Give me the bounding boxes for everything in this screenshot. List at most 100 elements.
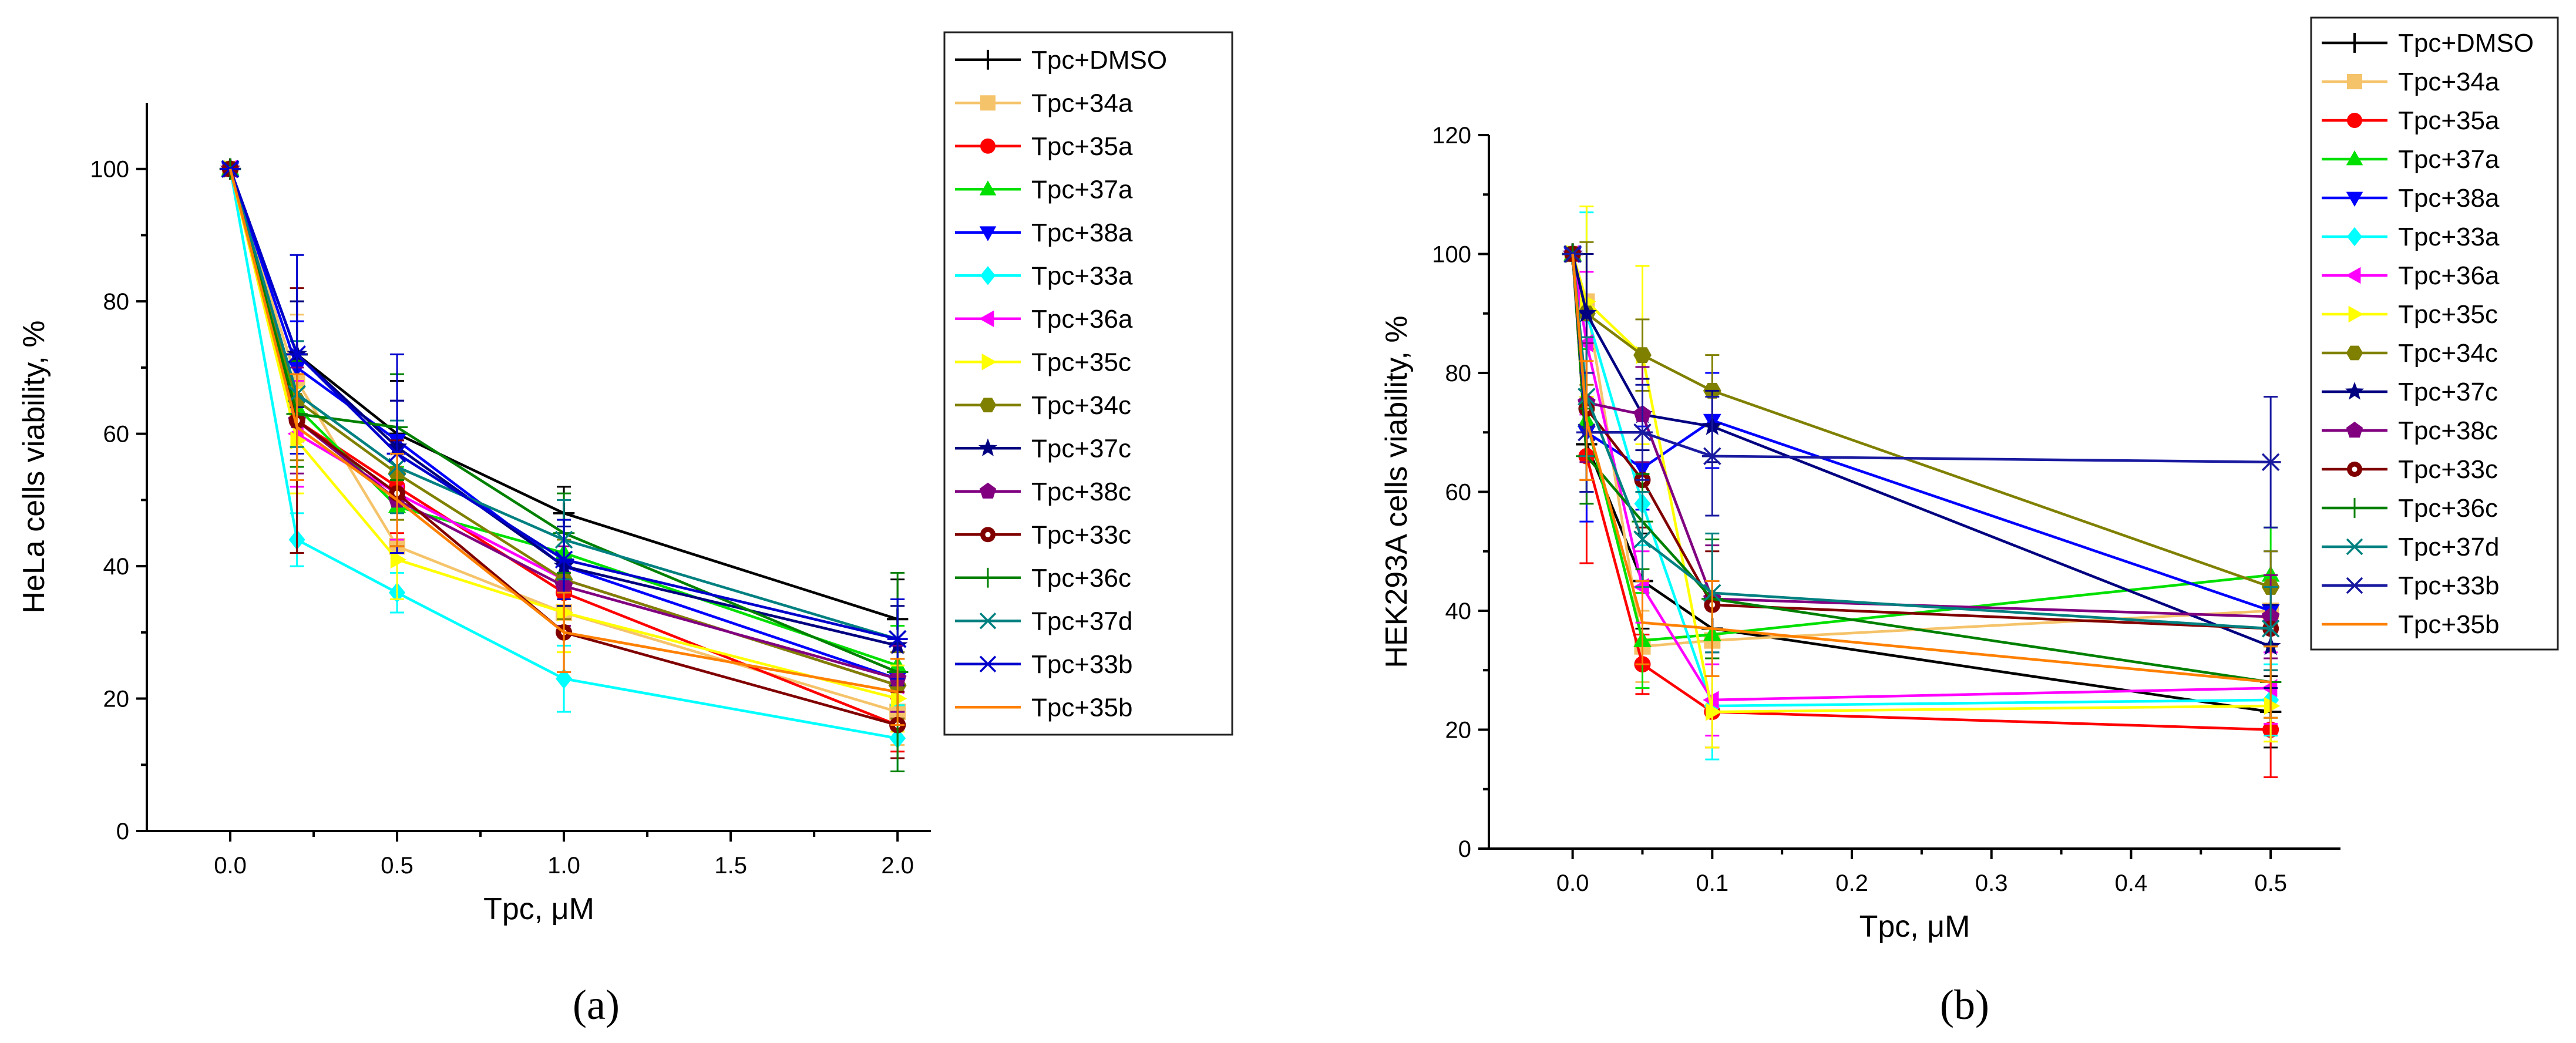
legend-marker <box>2346 345 2363 361</box>
legend-marker <box>2346 538 2363 556</box>
legend-label: Tpc+35b <box>2398 610 2499 639</box>
series-Tpc+33a <box>1564 211 2279 761</box>
legend-item: Tpc+35c <box>955 348 1131 376</box>
legend-item: Tpc+38a <box>955 218 1133 247</box>
legend-item: Tpc+35b <box>2322 610 2499 639</box>
series-line <box>1571 254 2271 464</box>
legend-label: Tpc+37d <box>2398 533 2499 561</box>
legend-item: Tpc+35a <box>2322 106 2500 135</box>
y-tick-label: 20 <box>103 687 130 712</box>
data-point <box>1706 702 1722 721</box>
series-group <box>1562 206 2282 778</box>
legend-label: Tpc+37c <box>2398 378 2498 406</box>
series-Tpc+34c <box>1563 241 2280 624</box>
x-tick-label: 1.5 <box>714 853 747 879</box>
legend-item: Tpc+37a <box>2322 145 2500 174</box>
y-tick-label: 100 <box>1432 242 1471 268</box>
data-point <box>1701 447 1723 465</box>
y-tick-label: 100 <box>90 157 129 183</box>
y-tick-label: 40 <box>1445 598 1472 624</box>
legend-item: Tpc+33a <box>955 261 1133 290</box>
legend-marker <box>2347 227 2362 247</box>
y-axis-title: HEK293A cells viability, % <box>1380 315 1414 668</box>
series-Tpc+34a <box>1564 206 2279 683</box>
legend-item: Tpc+36c <box>2322 494 2498 523</box>
legend-item: Tpc+35c <box>2322 300 2498 329</box>
legend-marker <box>2347 113 2362 128</box>
legend-label: Tpc+38c <box>1031 477 1131 506</box>
legend-item: Tpc+33c <box>2322 455 2498 484</box>
series-Tpc+38c <box>1563 244 2280 660</box>
y-tick-label: 60 <box>103 422 130 448</box>
series-Tpc+35b <box>1571 254 2278 719</box>
legend-item: Tpc+DMSO <box>955 46 1167 75</box>
legend-marker <box>979 226 997 241</box>
legend-label: Tpc+35b <box>1031 693 1132 722</box>
legend-item: Tpc+33b <box>2322 571 2499 600</box>
legend-label: Tpc+34a <box>2398 68 2500 96</box>
data-point <box>290 431 307 450</box>
legend-marker <box>978 567 998 588</box>
legend-item: Tpc+34c <box>955 391 1131 420</box>
legend-label: Tpc+34c <box>2398 339 2498 368</box>
x-tick-label: 0.5 <box>2254 870 2287 896</box>
legend-label: Tpc+35c <box>2398 300 2498 329</box>
legend-marker <box>2346 422 2363 438</box>
x-tick-label: 0.0 <box>214 853 247 879</box>
legend-marker <box>981 353 997 371</box>
x-tick-label: 0.1 <box>1696 870 1729 896</box>
legend: Tpc+DMSO Tpc+34a Tpc+35a Tpc+37a Tpc+38a Tpc+… <box>943 31 1233 736</box>
legend-label: Tpc+38a <box>1031 218 1133 247</box>
legend-label: Tpc+35a <box>1031 132 1133 161</box>
series-line <box>1571 253 2271 648</box>
legend-label: Tpc+38c <box>2398 416 2498 445</box>
x-axis-title: Tpc, μM <box>483 892 594 926</box>
series-Tpc+36c <box>1562 243 2282 719</box>
x-tick-label: 0.3 <box>1975 870 2008 896</box>
x-tick-label: 0.5 <box>381 853 413 879</box>
series-line <box>1571 254 2271 630</box>
legend-marker <box>2347 74 2362 89</box>
series-line <box>1571 253 2271 648</box>
panel-a-chart: 0.0 0.5 1.0 1.5 2.0 0 20 40 60 80 100 Tpc, μM HeLa c… <box>17 31 1233 1028</box>
legend: Tpc+DMSO Tpc+34a Tpc+35a Tpc+37a Tpc+38a Tpc+… <box>2310 16 2559 651</box>
data-point <box>287 345 308 364</box>
data-point <box>887 630 908 648</box>
legend-item: Tpc+37c <box>955 434 1131 463</box>
legend-label: Tpc+36a <box>2398 261 2500 290</box>
panel-b-chart: 0.0 0.1 0.2 0.3 0.4 0.5 0 20 40 60 80 100 120 Tpc, μM… <box>1380 16 2559 1028</box>
legend-item: Tpc+37c <box>2322 378 2498 406</box>
legend-item: Tpc+38a <box>2322 184 2500 213</box>
legend-label: Tpc+33a <box>2398 223 2500 251</box>
legend-item: Tpc+33a <box>2322 223 2500 251</box>
legend-item: Tpc+36a <box>2322 261 2500 290</box>
legend-marker <box>2345 498 2365 518</box>
legend-marker <box>2345 577 2365 594</box>
y-tick-label: 80 <box>103 289 130 315</box>
legend-label: Tpc+36a <box>1031 305 1133 334</box>
legend-marker <box>980 138 996 154</box>
series-group <box>219 158 909 773</box>
legend-label: Tpc+33b <box>1031 650 1132 679</box>
legend-label: Tpc+37a <box>1031 175 1133 204</box>
legend-item: Tpc+34a <box>955 89 1133 117</box>
series-line <box>1571 254 2271 684</box>
legend-item: Tpc+35a <box>955 132 1133 161</box>
legend-label: Tpc+33c <box>1031 520 1131 549</box>
series-line <box>228 169 898 694</box>
legend-marker <box>2346 191 2363 207</box>
series-Tpc+35b <box>228 169 905 726</box>
data-point <box>1633 347 1652 363</box>
legend-item: Tpc+34a <box>2322 68 2500 96</box>
legend-marker <box>978 655 998 672</box>
legend-label: Tpc+DMSO <box>1031 46 1167 75</box>
y-tick-label: 0 <box>1458 836 1471 862</box>
legend-item: Tpc+35b <box>955 693 1132 722</box>
x-tick-label: 0.4 <box>2115 870 2148 896</box>
legend-label: Tpc+35c <box>1031 348 1131 376</box>
legend-item: Tpc+37d <box>955 607 1132 635</box>
legend-item: Tpc+38c <box>955 477 1131 506</box>
y-tick-label: 80 <box>1445 361 1472 386</box>
data-point <box>2261 620 2280 638</box>
